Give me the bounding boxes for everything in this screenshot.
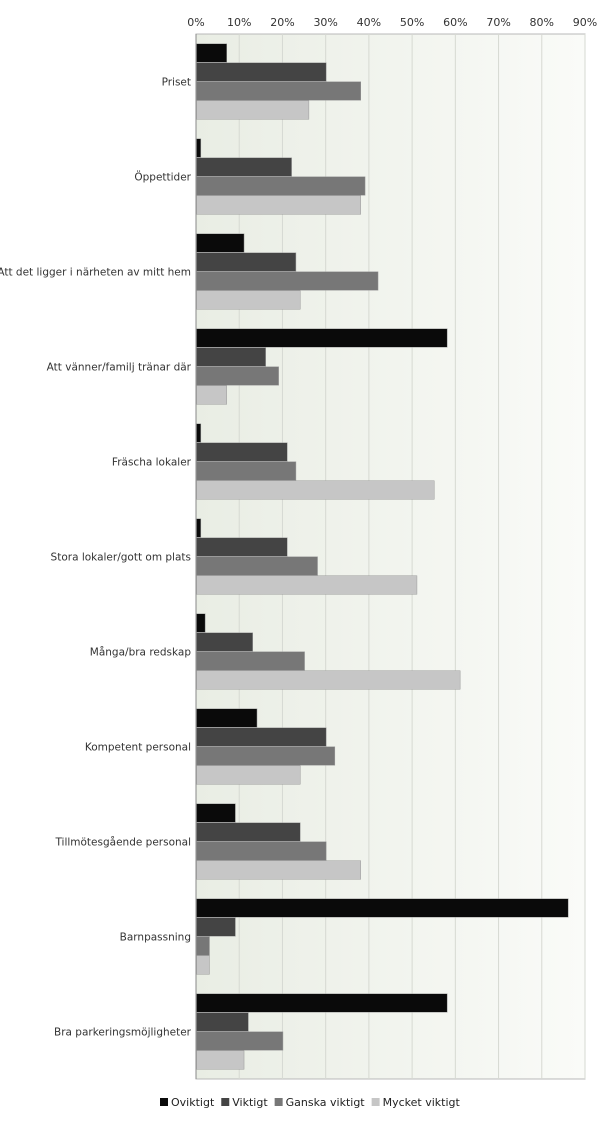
bar-oviktigt: [196, 993, 448, 1013]
bar-oviktigt: [196, 233, 245, 253]
legend-label: Oviktigt: [171, 1096, 215, 1109]
bar-oviktigt: [196, 803, 236, 823]
bar-mycket-viktigt: [196, 765, 301, 785]
bar-oviktigt: [196, 328, 448, 348]
bar-ganska-viktigt: [196, 1031, 284, 1051]
x-tick-label: 90%: [573, 16, 597, 29]
bar-viktigt: [196, 822, 301, 842]
bar-oviktigt: [196, 138, 202, 158]
bar-viktigt: [196, 917, 236, 937]
bar-oviktigt: [196, 518, 202, 538]
bar-ganska-viktigt: [196, 81, 361, 101]
bar-viktigt: [196, 252, 297, 272]
bar-oviktigt: [196, 423, 202, 443]
category-label: Många/bra redskap: [90, 646, 192, 659]
x-tick-label: 80%: [530, 16, 554, 29]
bar-mycket-viktigt: [196, 575, 418, 595]
bar-oviktigt: [196, 613, 206, 633]
bar-mycket-viktigt: [196, 955, 210, 975]
bar-mycket-viktigt: [196, 195, 361, 215]
bar-mycket-viktigt: [196, 670, 461, 690]
bar-viktigt: [196, 347, 266, 367]
bar-viktigt: [196, 727, 327, 747]
bar-mycket-viktigt: [196, 480, 435, 500]
x-tick-label: 30%: [313, 16, 337, 29]
category-label: Priset: [162, 77, 191, 89]
x-axis-ticks: 0% 10% 20% 30% 40% 50% 60% 70% 80% 90%: [187, 16, 597, 29]
x-tick-label: 0%: [187, 16, 204, 29]
legend-swatch: [371, 1098, 380, 1106]
bar-ganska-viktigt: [196, 746, 336, 766]
bar-ganska-viktigt: [196, 651, 305, 671]
bar-viktigt: [196, 632, 253, 652]
category-label: Bra parkeringsmöjligheter: [54, 1027, 192, 1039]
category-label: Kompetent personal: [85, 742, 191, 754]
bar-mycket-viktigt: [196, 860, 361, 880]
bar-oviktigt: [196, 708, 258, 728]
legend-label: Ganska viktigt: [286, 1096, 366, 1109]
category-label: Öppettider: [134, 171, 191, 184]
x-tick-label: 40%: [357, 16, 381, 29]
category-label: Att det ligger i närheten av mitt hem: [0, 267, 191, 279]
bar-ganska-viktigt: [196, 841, 327, 861]
bar-viktigt: [196, 1012, 249, 1032]
legend-swatch: [221, 1098, 230, 1106]
category-label: Stora lokaler/gott om plats: [51, 552, 191, 564]
legend-label: Mycket viktigt: [383, 1096, 461, 1109]
bar-ganska-viktigt: [196, 936, 210, 956]
bar-viktigt: [196, 62, 327, 82]
x-tick-label: 60%: [443, 16, 467, 29]
bar-mycket-viktigt: [196, 1050, 245, 1070]
category-label: Tillmötesgående personal: [54, 836, 191, 849]
x-tick-label: 70%: [486, 16, 510, 29]
bar-mycket-viktigt: [196, 385, 228, 405]
legend: Oviktigt Viktigt Ganska viktigt Mycket vikt…: [160, 1096, 461, 1109]
bar-ganska-viktigt: [196, 176, 366, 196]
bar-oviktigt: [196, 898, 569, 918]
bar-mycket-viktigt: [196, 290, 301, 310]
bar-ganska-viktigt: [196, 556, 318, 576]
bar-viktigt: [196, 157, 292, 177]
bar-viktigt: [196, 442, 288, 462]
x-tick-label: 50%: [400, 16, 424, 29]
bar-ganska-viktigt: [196, 461, 297, 481]
legend-swatch: [274, 1098, 283, 1106]
bar-oviktigt: [196, 43, 228, 63]
category-label: Fräscha lokaler: [112, 457, 192, 469]
bar-ganska-viktigt: [196, 271, 379, 291]
category-label: Att vänner/familj tränar där: [47, 362, 192, 374]
bar-mycket-viktigt: [196, 100, 310, 120]
x-tick-label: 10%: [227, 16, 251, 29]
bar-viktigt: [196, 537, 288, 557]
bars: [196, 43, 569, 1070]
x-tick-label: 20%: [270, 16, 294, 29]
y-axis-category-labels: Priset Öppettider Att det ligger i närhete…: [0, 77, 192, 1039]
bar-ganska-viktigt: [196, 366, 279, 386]
legend-label: Viktigt: [232, 1096, 268, 1109]
category-label: Barnpassning: [120, 932, 191, 944]
legend-swatch: [160, 1098, 168, 1106]
